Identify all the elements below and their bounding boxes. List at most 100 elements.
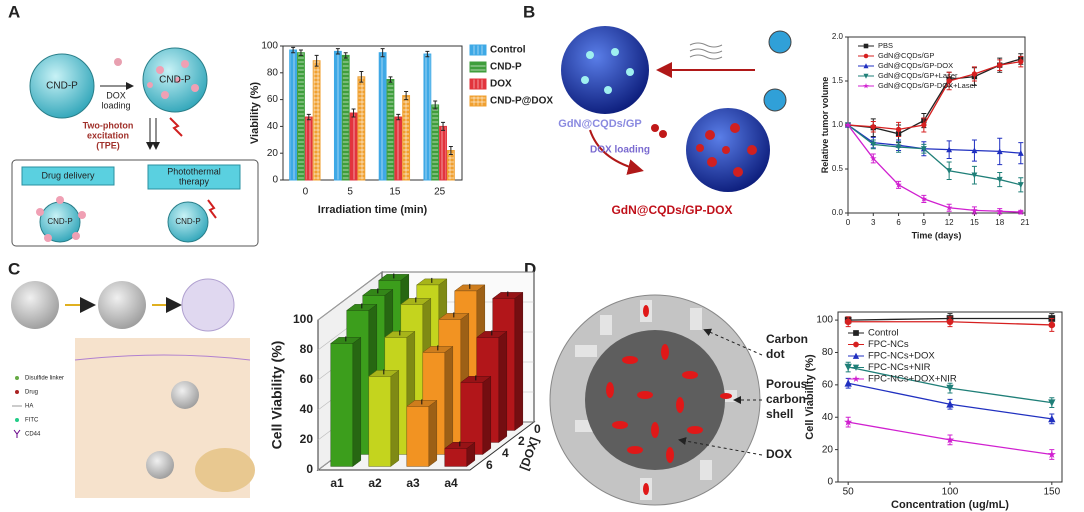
dox — [659, 130, 667, 138]
legend-label: Disulfide linker — [25, 376, 64, 382]
legend-label: GdN@CQDs/GP — [878, 51, 934, 60]
pointer — [703, 328, 763, 356]
marker — [996, 148, 1003, 155]
marker — [946, 78, 952, 84]
marker — [1017, 149, 1024, 156]
legend-marker — [863, 43, 869, 49]
marker — [946, 168, 953, 174]
y-tick-label: 2.0 — [832, 32, 844, 41]
bar — [439, 125, 447, 181]
panel-label: B — [523, 2, 535, 21]
x-tick-label: 9 — [922, 218, 927, 227]
marker — [844, 417, 853, 426]
marker — [844, 121, 852, 128]
y-tick-label: 80 — [300, 342, 314, 356]
y-tick-label: 0.5 — [832, 164, 844, 173]
plot-frame — [282, 45, 463, 181]
y-tick-label: 0 — [306, 462, 313, 476]
depth-tick-label: 6 — [486, 458, 493, 472]
error-bar — [298, 49, 303, 56]
bar — [341, 54, 350, 181]
marker — [870, 141, 877, 148]
sphere — [181, 278, 235, 332]
error-bar — [388, 76, 393, 83]
y-tick-label: 40 — [267, 121, 279, 132]
bar — [297, 52, 305, 181]
depth-tick-label: 2 — [518, 434, 525, 448]
y-tick-label: 60 — [300, 372, 314, 386]
panel-label: C — [8, 259, 20, 278]
legend-icon — [15, 390, 19, 394]
grid-line — [317, 271, 534, 321]
y-tick-label: 40 — [300, 402, 314, 416]
marker — [920, 146, 927, 152]
legend-label: GdN@CQDs/GP-DOX+Laser — [878, 81, 977, 90]
x-tick-label: 50 — [843, 487, 855, 498]
error-bar — [425, 50, 430, 58]
bar — [333, 50, 342, 181]
y-tick-label: 100 — [816, 315, 833, 326]
nucleus — [195, 448, 255, 492]
y-tick-label: 0.0 — [832, 208, 844, 217]
error-bar — [291, 46, 296, 54]
drug-dots — [36, 196, 86, 242]
x-tick-label: 15 — [389, 187, 401, 198]
schematic-b: GdN@CQDs/GP DOX loading GdN@CQDs/GP-DOX — [558, 26, 792, 217]
header-box — [147, 164, 241, 190]
legend-marker — [863, 53, 869, 59]
pointer — [678, 437, 763, 456]
bar — [378, 52, 387, 181]
error-bar — [380, 48, 385, 58]
legend-label: Drug — [25, 390, 38, 396]
marker — [1017, 182, 1024, 189]
y-tick-label: 0 — [827, 477, 833, 488]
marker — [1047, 450, 1056, 458]
y-tick-label: 0 — [272, 175, 278, 186]
legend-label: GdN@CQDs/GP+Laser — [878, 71, 958, 80]
step-label: DOX loading — [590, 145, 650, 156]
bar — [304, 116, 313, 181]
marker — [946, 318, 954, 326]
marker — [945, 204, 953, 211]
x-axis-title: Irradiation time (min) — [318, 204, 428, 216]
core — [585, 330, 725, 470]
product-label: GdN@CQDs/GP-DOX — [611, 203, 732, 217]
bar — [330, 343, 354, 467]
bar-side — [498, 330, 508, 443]
legend-marker — [863, 73, 869, 79]
marker — [971, 206, 978, 214]
marker — [946, 146, 953, 153]
legend-label: FPC-NCs+DOX+NIR — [868, 374, 957, 385]
error-bar — [441, 121, 446, 131]
legend-icon — [15, 418, 19, 422]
series-line — [847, 60, 1021, 131]
marker — [945, 435, 955, 444]
header-label: therapy — [179, 176, 210, 186]
dox-molecules — [606, 305, 732, 495]
error-bar — [314, 54, 319, 67]
arrow — [589, 129, 644, 175]
marker — [1048, 399, 1056, 407]
x-tick-label: 18 — [995, 218, 1004, 227]
x-axis-title: Concentration (ug/mL) — [891, 499, 1009, 511]
marker — [844, 379, 852, 387]
error-bar — [396, 113, 401, 121]
legend-icon — [13, 429, 21, 438]
waves — [689, 42, 723, 60]
sphere — [11, 281, 59, 329]
legend-label: FPC-NCs+DOX — [868, 351, 935, 362]
legend-label: Control — [868, 328, 899, 339]
header-box — [21, 166, 115, 186]
x-tick-label: 0 — [303, 187, 309, 198]
marker — [997, 62, 1003, 68]
bar — [444, 448, 468, 467]
x-tick-label: 100 — [942, 487, 959, 498]
light — [207, 199, 217, 219]
y-tick-label: 1.0 — [832, 120, 844, 129]
step-label: DOX — [106, 90, 126, 100]
depth-tick-label: 4 — [502, 446, 509, 460]
legend-swatch — [469, 44, 487, 56]
y-tick-label: 100 — [293, 312, 313, 326]
x-tick-label: 0 — [846, 218, 851, 227]
